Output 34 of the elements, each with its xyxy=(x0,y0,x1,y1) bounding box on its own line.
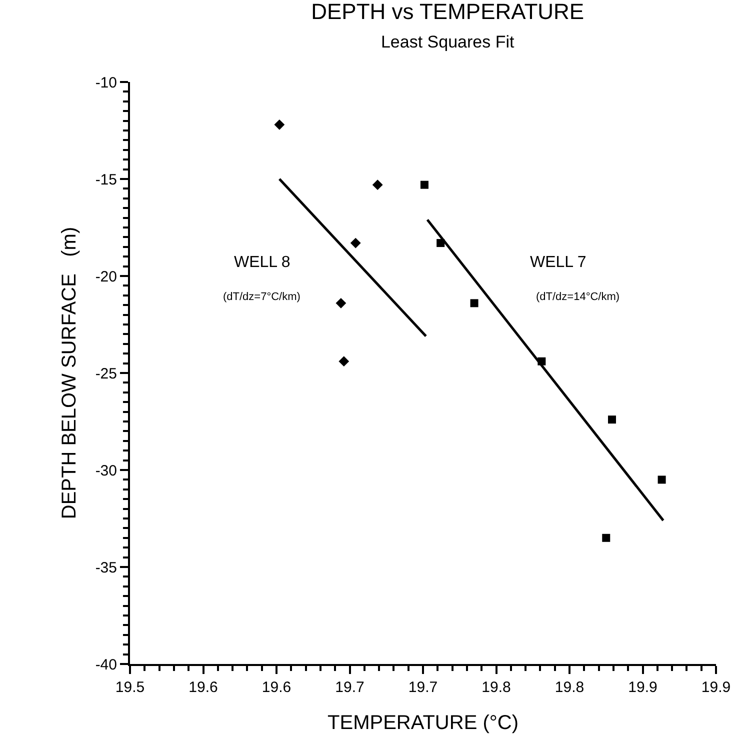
point xyxy=(336,298,346,308)
y-tick-label: -15 xyxy=(95,171,117,188)
x-tick-label: 19.8 xyxy=(554,679,584,696)
y-tick-label: -30 xyxy=(95,462,117,480)
x-tick-label: 19.6 xyxy=(188,679,218,696)
point xyxy=(274,119,285,130)
x-tick-label: 19.5 xyxy=(115,679,145,696)
x-tick-label: 19.8 xyxy=(482,679,511,696)
annotation: WELL 8 xyxy=(234,254,290,271)
x-tick-label: 19.7 xyxy=(408,679,438,696)
point xyxy=(420,180,428,189)
y-axis-title: DEPTH BELOW SURFACE (m) xyxy=(58,226,80,520)
annotation: WELL 7 xyxy=(530,254,586,271)
chart-subtitle: Least Squares Fit xyxy=(380,32,514,52)
y-tick-label: -40 xyxy=(95,656,117,674)
point xyxy=(602,534,610,542)
x-tick-label: 19.6 xyxy=(262,679,292,696)
y-tick-label: -20 xyxy=(95,268,117,286)
point xyxy=(658,476,666,484)
annotation: (dT/dz=7°C/km) xyxy=(223,291,300,303)
chart-title: DEPTH vs TEMPERATURE xyxy=(311,0,584,24)
y-tick-label: -10 xyxy=(95,74,117,92)
point xyxy=(470,299,478,308)
y-tick-label: -35 xyxy=(95,559,117,576)
point xyxy=(350,238,361,248)
point xyxy=(338,356,350,367)
point xyxy=(608,416,616,424)
x-tick-label: 19.9 xyxy=(628,679,658,696)
x-tick-label: 19.7 xyxy=(335,679,364,696)
x-tick-label: 19.9 xyxy=(701,679,731,696)
x-axis-title: TEMPERATURE (°C) xyxy=(328,712,518,734)
y-tick-label: -25 xyxy=(95,365,117,382)
annotation: (dT/dz=14°C/km) xyxy=(536,291,620,303)
point xyxy=(372,180,383,190)
